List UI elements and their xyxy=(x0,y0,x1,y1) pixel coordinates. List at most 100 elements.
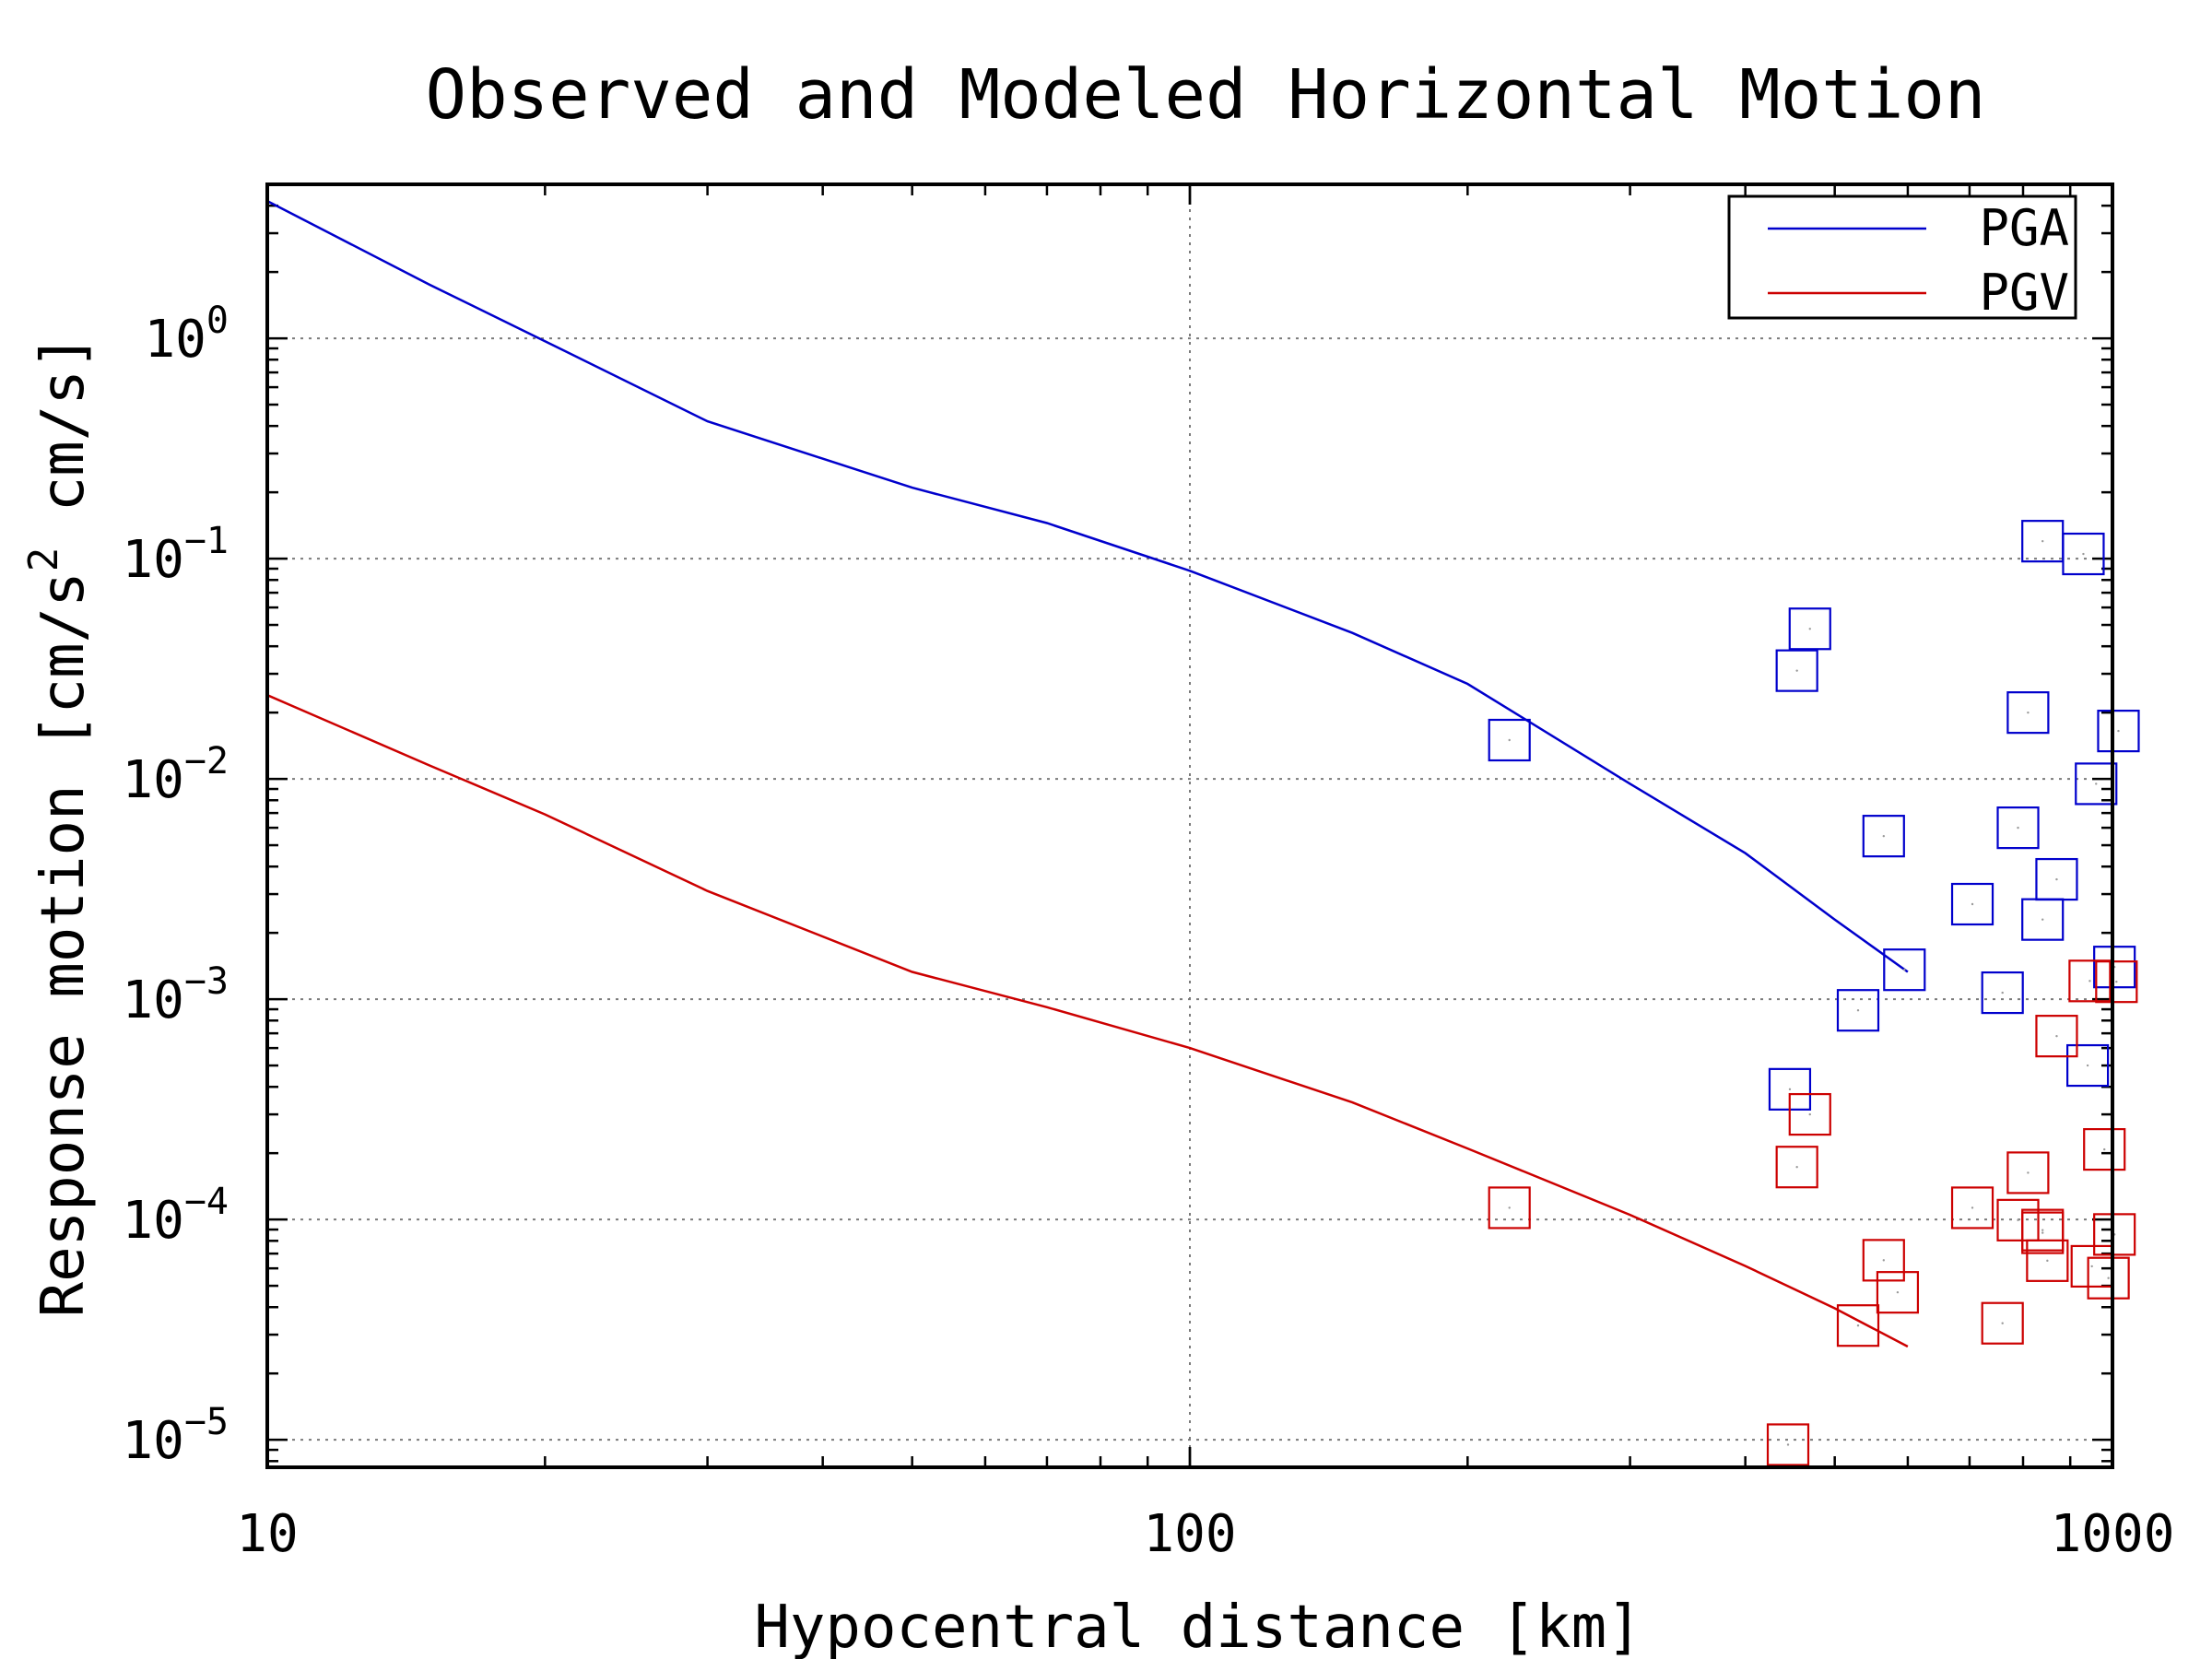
observed-pga-point xyxy=(1883,948,1926,992)
observed-point-center xyxy=(2090,1265,2093,1268)
observed-point-center xyxy=(2027,1171,2030,1174)
legend-label: PGV xyxy=(1979,264,2069,322)
observed-point-center xyxy=(2017,1218,2019,1222)
observed-pga-point xyxy=(1950,882,1994,926)
observed-point-center xyxy=(2041,539,2044,543)
observed-pgv-point xyxy=(1981,1301,2024,1345)
observed-point-center xyxy=(1856,1009,1860,1012)
observed-point-center xyxy=(2117,729,2120,733)
observed-pgv-point xyxy=(1950,1186,1994,1230)
observed-pga-point xyxy=(2066,1043,2110,1088)
observed-pgv-point xyxy=(2021,1208,2065,1252)
observed-pga-point xyxy=(1775,649,1818,692)
y-tick-exponent: −4 xyxy=(184,1181,229,1223)
x-axis-label: Hypocentral distance [km] xyxy=(754,1594,1641,1659)
y-tick-label: 10−2 xyxy=(122,740,229,810)
y-tick-label: 10−3 xyxy=(122,960,229,1030)
x-tick-label: 10 xyxy=(236,1504,298,1564)
observed-point-center xyxy=(2001,991,2004,994)
observed-point-center xyxy=(1856,1324,1860,1327)
chart-legend: PGA PGV xyxy=(1727,194,2077,322)
observed-point-center xyxy=(2041,1229,2044,1231)
y-tick-base: 10 xyxy=(122,1191,183,1251)
observed-point-center xyxy=(2107,1277,2110,1279)
observed-point-center xyxy=(1508,738,1511,742)
observed-point-center xyxy=(2082,552,2085,556)
y-tick-label: 10−5 xyxy=(122,1401,229,1471)
observed-pgv-point xyxy=(2035,1015,2078,1058)
observed-point-center xyxy=(1508,1206,1511,1209)
chart-title: Observed and Modeled Horizontal Motion xyxy=(426,55,1986,135)
y-tick-base: 10 xyxy=(122,530,183,590)
y-tick-label: 10−4 xyxy=(122,1181,229,1251)
observed-pgv-point xyxy=(1996,1198,2040,1241)
y-tick-base: 10 xyxy=(122,1411,183,1471)
observed-pga-point xyxy=(2062,532,2105,576)
observed-pga-point xyxy=(1862,815,1905,858)
observed-point-center xyxy=(1882,834,1886,838)
observed-pga-point xyxy=(1788,607,1831,651)
series-line-pga xyxy=(266,199,1909,973)
observed-point-center xyxy=(2095,782,2098,785)
y-axis-label: Response motion [cm/s2 cm/s] xyxy=(20,335,98,1318)
plot-area xyxy=(266,199,2140,1466)
y-tick-label: 100 xyxy=(144,300,229,370)
observed-point-center xyxy=(2041,918,2044,921)
observed-point-center xyxy=(1808,628,1811,630)
y-tick-base: 10 xyxy=(122,971,183,1030)
observed-point-center xyxy=(1786,1443,1790,1446)
y-tick-exponent: −2 xyxy=(184,740,229,782)
observed-point-center xyxy=(2055,1034,2058,1038)
y-tick-exponent: 0 xyxy=(206,300,229,342)
y-tick-base: 10 xyxy=(144,310,206,370)
x-tick-label: 100 xyxy=(1143,1504,1236,1564)
observed-point-center xyxy=(1788,1088,1792,1091)
grid-lines xyxy=(267,184,2112,1467)
observed-pgv-point xyxy=(2087,1256,2130,1300)
x-tick-labels: 10 100 1000 xyxy=(236,1504,2174,1564)
y-tick-base: 10 xyxy=(122,750,183,810)
observed-point-center xyxy=(2088,980,2091,982)
observed-pga-point xyxy=(2075,762,2118,806)
observed-point-center xyxy=(2086,1064,2089,1067)
observed-pgv-point xyxy=(2093,1213,2136,1256)
y-tick-label: 10−1 xyxy=(122,520,229,590)
legend-box xyxy=(1727,194,2077,320)
observed-pga-point xyxy=(1488,718,1531,762)
observed-point-center xyxy=(2027,711,2030,714)
observed-pgv-point xyxy=(2095,960,2138,1004)
observed-pgv-point xyxy=(2006,1151,2050,1194)
observed-pgv-point xyxy=(1836,1304,1880,1347)
observed-point-center xyxy=(2115,980,2118,983)
legend-label: PGA xyxy=(1979,199,2069,257)
observed-pgv-point xyxy=(1876,1271,1920,1314)
observed-pga-point xyxy=(1996,806,2040,850)
observed-point-center xyxy=(1795,1166,1798,1169)
observed-point-center xyxy=(1882,1259,1886,1262)
observed-pgv-point xyxy=(1788,1092,1831,1136)
observed-pgv-point xyxy=(1488,1186,1531,1230)
observed-pgv-point xyxy=(1775,1146,1818,1189)
observed-point-center xyxy=(2001,1322,2004,1324)
observed-pga-point xyxy=(2097,710,2140,753)
y-tick-exponent: −3 xyxy=(184,960,229,1003)
observed-point-center xyxy=(2017,826,2019,830)
plot-frame xyxy=(265,182,2114,1469)
observed-point-center xyxy=(2041,1231,2044,1234)
observed-point-center xyxy=(1808,1112,1811,1116)
observed-point-center xyxy=(2055,877,2058,881)
x-tick-label: 1000 xyxy=(2051,1504,2175,1564)
series-line-pgv xyxy=(266,694,1909,1348)
y-tick-exponent: −5 xyxy=(184,1401,229,1443)
observed-point-center xyxy=(1795,669,1798,672)
observed-pga-point xyxy=(2006,691,2050,735)
observed-pgv-point xyxy=(2068,959,2112,1003)
observed-point-center xyxy=(2103,1147,2106,1151)
observed-pga-point xyxy=(2035,857,2078,901)
observed-pgv-point xyxy=(1862,1239,1905,1282)
observed-pgv-point xyxy=(1766,1423,1810,1466)
observed-point-center xyxy=(1971,1206,1974,1209)
y-tick-exponent: −1 xyxy=(184,520,229,562)
